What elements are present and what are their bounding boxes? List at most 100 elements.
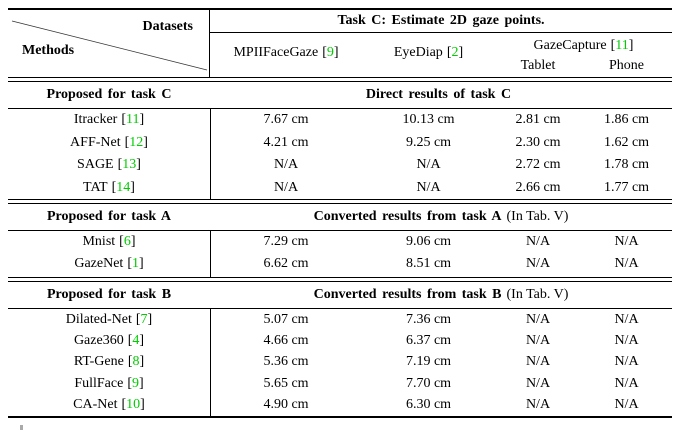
citation-link[interactable]: [13]: [117, 157, 141, 173]
value-eyediap: 9.25 cm: [405, 134, 452, 150]
table-row: Mnist [6] 7.29 cm 9.06 cm N/A N/A: [8, 231, 672, 253]
table-row: GazeNet [1] 6.62 cm 8.51 cm N/A N/A: [8, 253, 672, 275]
method-cell: CA-Net [10]: [8, 397, 210, 413]
method-cell: Itracker [11]: [8, 112, 210, 128]
section-left-header: Proposed for task C: [46, 87, 172, 102]
method-name: CA-Net: [73, 397, 118, 413]
method-name: Mnist: [82, 234, 116, 249]
value-mpiifacegaze: 4.66 cm: [263, 333, 309, 349]
method-cell: FullFace [9]: [8, 376, 210, 392]
section-header-task-a: Proposed for task A Converted results fr…: [8, 204, 672, 231]
section-right-header: Converted results from task A (In Tab. V): [313, 209, 569, 224]
table-row: Gaze360 [4] 4.66 cm 6.37 cm N/A N/A: [8, 330, 672, 351]
value-phone: 1.62 cm: [603, 134, 650, 150]
corner-cell: Datasets Methods: [8, 10, 210, 77]
table-row: AFF-Net [12] 4.21 cm 9.25 cm 2.30 cm 1.62…: [8, 132, 672, 155]
subcolumn-header-phone: Phone: [609, 57, 644, 73]
value-phone: N/A: [614, 311, 639, 327]
section-left-header: Proposed for task B: [46, 287, 172, 302]
footnote-mark: [20, 425, 23, 430]
data-block-task-a: Mnist [6] 7.29 cm 9.06 cm N/A N/A GazeNet…: [8, 231, 672, 277]
value-eyediap: 7.19 cm: [405, 354, 452, 370]
table-row: RT-Gene [8] 5.36 cm 7.19 cm N/A N/A: [8, 352, 672, 373]
value-eyediap: 10.13 cm: [402, 112, 455, 128]
value-eyediap: N/A: [416, 157, 441, 173]
value-tablet: 2.72 cm: [515, 157, 561, 173]
value-phone: N/A: [614, 333, 639, 349]
value-eyediap: 6.37 cm: [405, 333, 452, 349]
value-tablet: N/A: [525, 397, 551, 413]
method-name: TAT: [83, 179, 108, 195]
section-header-task-b: Proposed for task B Converted results fr…: [8, 282, 672, 309]
value-tablet: N/A: [525, 311, 551, 327]
method-cell: AFF-Net [12]: [8, 135, 210, 151]
citation-link[interactable]: [14]: [111, 179, 135, 195]
value-phone: 1.77 cm: [603, 179, 650, 195]
value-phone: N/A: [614, 354, 639, 370]
value-mpiifacegaze: 4.21 cm: [263, 134, 309, 150]
method-name: RT-Gene: [73, 354, 124, 370]
value-tablet: 2.30 cm: [515, 134, 561, 150]
value-eyediap: 7.70 cm: [405, 375, 452, 391]
citation-link[interactable]: [4]: [127, 333, 145, 349]
value-tablet: 2.81 cm: [515, 112, 561, 128]
citation-link[interactable]: [11]: [610, 38, 634, 53]
bottom-rule: [8, 415, 672, 418]
value-mpiifacegaze: 7.67 cm: [263, 112, 309, 128]
citation-link[interactable]: [12]: [124, 134, 148, 150]
table: Datasets Methods Task C: Estimate 2D gaz…: [8, 8, 672, 418]
method-name: GazeNet: [74, 256, 124, 271]
section-right-header: Direct results of task C: [365, 87, 512, 102]
dataset-name: GazeCapture: [533, 38, 607, 53]
corner-label-methods: Methods: [22, 43, 75, 58]
table-row: Itracker [11] 7.67 cm 10.13 cm 2.81 cm 1.…: [8, 109, 672, 132]
section-left-header: Proposed for task A: [46, 209, 172, 224]
method-cell: RT-Gene [8]: [8, 354, 210, 370]
method-cell: Gaze360 [4]: [8, 333, 210, 349]
method-name: AFF-Net: [70, 134, 121, 150]
citation-link[interactable]: [9]: [322, 45, 339, 60]
dataset-name: EyeDiap: [393, 45, 443, 60]
value-eyediap: N/A: [416, 179, 441, 195]
table-row: FullFace [9] 5.65 cm 7.70 cm N/A N/A: [8, 373, 672, 394]
table-row: SAGE [13] N/A N/A 2.72 cm 1.78 cm: [8, 154, 672, 177]
value-mpiifacegaze: 6.62 cm: [263, 256, 309, 271]
citation-link[interactable]: [10]: [121, 397, 145, 413]
value-eyediap: 7.36 cm: [405, 311, 452, 327]
top-rule: [8, 8, 672, 10]
citation-link[interactable]: [2]: [446, 45, 464, 60]
method-cell: TAT [14]: [8, 180, 210, 196]
citation-link[interactable]: [7]: [135, 311, 153, 327]
section-right-header: Converted results from task B (In Tab. V): [313, 287, 569, 302]
method-name: Gaze360: [73, 333, 124, 349]
citation-link[interactable]: [6]: [119, 234, 136, 249]
value-phone: N/A: [614, 234, 639, 249]
value-mpiifacegaze: 5.65 cm: [263, 375, 309, 391]
value-tablet: N/A: [525, 234, 551, 249]
table-row: TAT [14] N/A N/A 2.66 cm 1.77 cm: [8, 177, 672, 200]
value-mpiifacegaze: N/A: [273, 179, 299, 195]
citation-link[interactable]: [1]: [127, 256, 144, 271]
value-mpiifacegaze: 5.07 cm: [263, 311, 309, 327]
method-cell: SAGE [13]: [8, 157, 210, 173]
value-tablet: N/A: [525, 354, 551, 370]
method-cell: GazeNet [1]: [8, 256, 210, 272]
citation-link[interactable]: [11]: [121, 112, 145, 128]
value-tablet: N/A: [525, 375, 551, 391]
method-name: FullFace: [74, 375, 124, 391]
column-header-eyediap: EyeDiap [2]: [362, 33, 495, 77]
value-phone: 1.78 cm: [603, 157, 650, 173]
column-headers: MPIIFaceGaze [9] EyeDiap [2] GazeCapture [1…: [210, 33, 672, 77]
value-phone: N/A: [614, 256, 639, 271]
value-mpiifacegaze: N/A: [273, 157, 299, 173]
citation-link[interactable]: [9]: [127, 375, 144, 391]
gazecapture-subcolumns: Tablet Phone: [495, 54, 672, 77]
column-header-gazecapture-group: GazeCapture [11] Tablet Phone: [495, 33, 672, 77]
citation-link[interactable]: [8]: [127, 354, 145, 370]
data-block-task-c: Itracker [11] 7.67 cm 10.13 cm 2.81 cm 1.…: [8, 109, 672, 199]
table-row: Dilated-Net [7] 5.07 cm 7.36 cm N/A N/A: [8, 309, 672, 330]
method-name: SAGE: [77, 157, 114, 173]
value-eyediap: 8.51 cm: [405, 256, 452, 271]
column-header-gazecapture: GazeCapture [11]: [495, 33, 672, 54]
dataset-name: MPIIFaceGaze: [233, 45, 319, 60]
